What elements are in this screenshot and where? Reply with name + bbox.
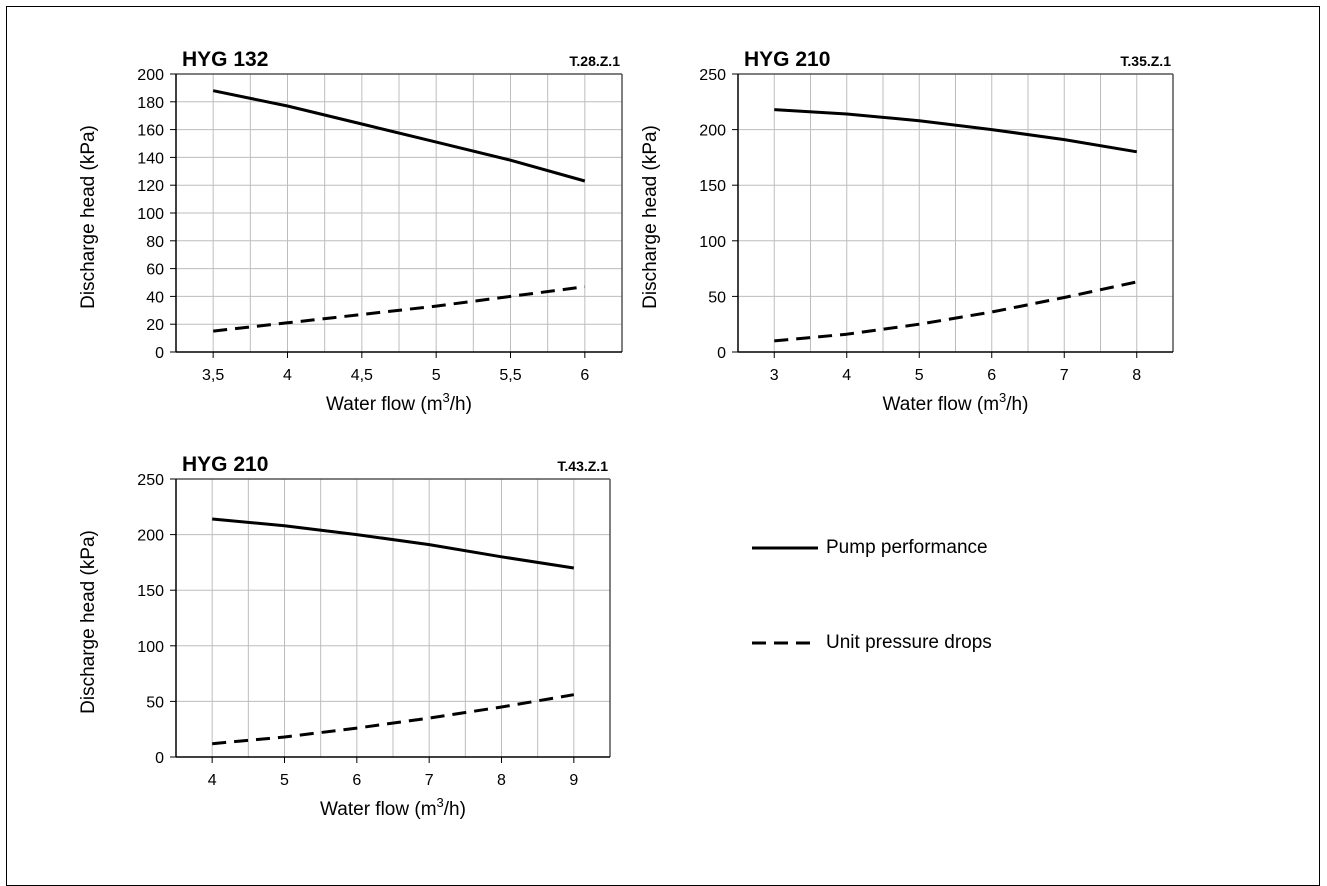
y-tick-label: 250 xyxy=(699,67,726,84)
x-tick-label: 4 xyxy=(208,772,217,789)
x-tick-label: 5 xyxy=(432,367,441,384)
y-tick-label: 60 xyxy=(146,262,164,279)
legend-item-dashed: Unit pressure drops xyxy=(750,632,992,654)
y-tick-label: 0 xyxy=(155,750,164,767)
y-tick-label: 100 xyxy=(137,639,164,656)
y-tick-label: 180 xyxy=(137,95,164,112)
x-tick-label: 8 xyxy=(497,772,506,789)
chart-title: HYG 210 xyxy=(182,453,268,476)
x-tick-label: 4 xyxy=(842,367,851,384)
y-tick-label: 140 xyxy=(137,150,164,167)
legend-label-unit-pressure-drops: Unit pressure drops xyxy=(826,632,992,653)
x-axis-label: Water flow (m3/h) xyxy=(326,390,472,415)
y-tick-label: 50 xyxy=(708,289,726,306)
chart-1: 0 20 40 60 80 100 120 140 160 180 200 3,5 4 4,5 5 5,5 6 H… xyxy=(78,48,623,415)
y-tick-label: 20 xyxy=(146,317,164,334)
x-tick-label: 3 xyxy=(770,367,779,384)
x-tick-label: 7 xyxy=(1060,367,1069,384)
y-tick-label: 100 xyxy=(699,234,726,251)
x-tick-label: 6 xyxy=(580,367,589,384)
chart-code: T.28.Z.1 xyxy=(569,53,620,69)
y-tick-label: 200 xyxy=(137,67,164,84)
y-tick-label: 160 xyxy=(137,123,164,140)
y-axis-label: Discharge head (kPa) xyxy=(78,125,99,309)
y-axis-label: Discharge head (kPa) xyxy=(640,125,661,309)
x-tick-label: 9 xyxy=(569,772,578,789)
y-tick-label: 80 xyxy=(146,234,164,251)
y-tick-label: 0 xyxy=(155,345,164,362)
x-tick-label: 5 xyxy=(915,367,924,384)
y-tick-label: 40 xyxy=(146,289,164,306)
x-tick-label: 3,5 xyxy=(202,367,224,384)
y-tick-label: 150 xyxy=(699,178,726,195)
legend-dashed-line-icon xyxy=(752,641,818,645)
x-axis-label: Water flow (m3/h) xyxy=(320,795,466,820)
x-tick-label: 8 xyxy=(1132,367,1141,384)
legend-label-pump-performance: Pump performance xyxy=(826,537,988,558)
legend-item-solid: Pump performance xyxy=(750,537,988,559)
x-tick-label: 4,5 xyxy=(351,367,373,384)
chart-title: HYG 210 xyxy=(744,48,830,71)
y-axis-label: Discharge head (kPa) xyxy=(78,530,99,714)
x-tick-label: 4 xyxy=(283,367,292,384)
x-tick-label: 7 xyxy=(425,772,434,789)
y-tick-label: 0 xyxy=(717,345,726,362)
x-tick-label: 6 xyxy=(352,772,361,789)
y-tick-label: 100 xyxy=(137,206,164,223)
y-tick-label: 250 xyxy=(137,472,164,489)
y-tick-label: 150 xyxy=(137,583,164,600)
series-line-pump-performance xyxy=(774,108,1138,154)
series-line-pump-performance xyxy=(212,89,586,183)
chart-title: HYG 132 xyxy=(182,48,268,71)
chart-2: 0 50 100 150 200 250 3 4 5 6 7 8 HYG 210 T.35.Z.1 Wate… xyxy=(640,48,1174,415)
y-tick-label: 200 xyxy=(137,528,164,545)
x-tick-label: 5,5 xyxy=(499,367,521,384)
legend-solid-line-icon xyxy=(752,546,818,550)
y-tick-label: 200 xyxy=(699,123,726,140)
series-line-unit-pressure-drops xyxy=(212,693,575,746)
y-tick-label: 50 xyxy=(146,694,164,711)
series-line-unit-pressure-drops xyxy=(213,285,585,333)
y-tick-label: 120 xyxy=(137,178,164,195)
x-tick-label: 6 xyxy=(987,367,996,384)
series-line-pump-performance xyxy=(212,517,575,570)
series-line-unit-pressure-drops xyxy=(774,280,1138,343)
chart-3: 0 50 100 150 200 250 4 5 6 7 8 9 HYG 210 T.43.Z.1 Wate… xyxy=(78,453,611,820)
x-axis-label: Water flow (m3/h) xyxy=(883,390,1029,415)
chart-code: T.43.Z.1 xyxy=(557,458,608,474)
chart-code: T.35.Z.1 xyxy=(1120,53,1171,69)
x-tick-label: 5 xyxy=(280,772,289,789)
